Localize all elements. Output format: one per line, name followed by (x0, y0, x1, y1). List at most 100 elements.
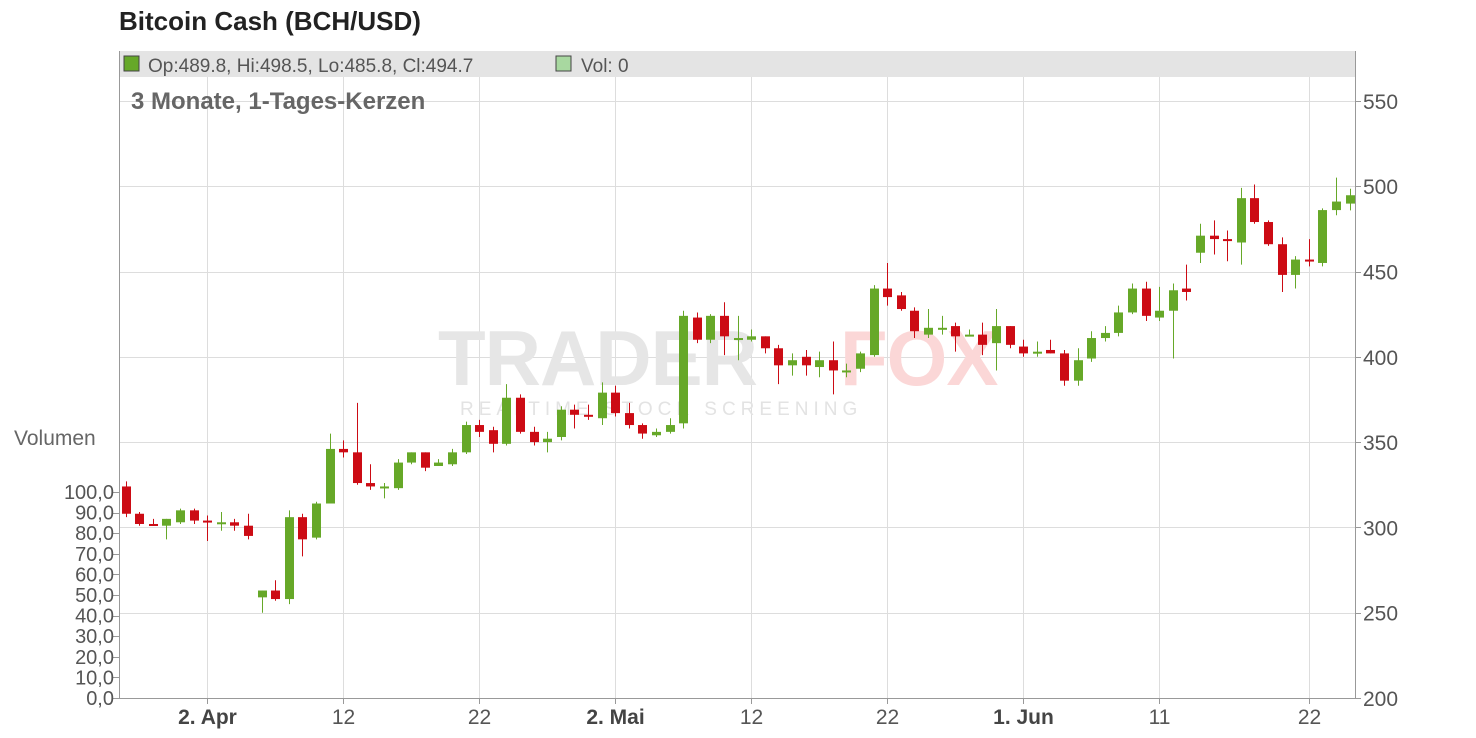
candle-body (217, 522, 226, 525)
candle-body (502, 397, 511, 444)
y-tick-label: 400 (1363, 347, 1398, 370)
candle-body (842, 370, 851, 373)
x-tick-label: 22 (1298, 706, 1321, 729)
vol-tick-label: 60,0 (75, 564, 114, 586)
candle (1033, 341, 1042, 357)
candle (666, 418, 675, 434)
candle (1046, 339, 1055, 354)
vol-tick-label: 10,0 (75, 667, 114, 689)
candle (679, 310, 688, 429)
candle (883, 262, 892, 306)
vol-tick-label: 40,0 (75, 606, 114, 628)
candle (1101, 326, 1110, 342)
candle-body (1128, 288, 1137, 313)
vol-tick-label: 70,0 (75, 544, 114, 566)
candle (135, 512, 144, 526)
candle-body (774, 348, 783, 366)
info-bar (119, 51, 1355, 77)
y-tick-label: 550 (1363, 91, 1398, 114)
candle (176, 508, 185, 524)
vol-tick-label: 80,0 (75, 523, 114, 545)
candle (434, 459, 443, 466)
candle (747, 329, 756, 342)
candle-body (1046, 349, 1055, 354)
candle (353, 402, 362, 485)
candle (462, 421, 471, 455)
x-tick-label: 11 (1149, 706, 1171, 729)
candle-body (1101, 332, 1110, 339)
candle (965, 329, 974, 337)
candle (1006, 326, 1015, 349)
candle (203, 515, 212, 542)
candle (1264, 220, 1273, 246)
vol-tick-label: 50,0 (75, 585, 114, 607)
watermark-brand-main: TRADER (438, 314, 757, 402)
candle-body (992, 326, 1001, 344)
candle-body (1346, 195, 1355, 204)
candle-body (1332, 201, 1341, 211)
candle-body (856, 353, 865, 369)
candle-body (312, 503, 321, 538)
candle-body (910, 310, 919, 332)
candle (1250, 184, 1259, 224)
candle-body (1210, 235, 1219, 240)
right-axis-ticks: 200 250 300 350 400 450 500 550 (1355, 91, 1398, 711)
x-tick-label: 12 (332, 706, 355, 729)
candle-body (516, 397, 525, 432)
candle-body (951, 326, 960, 337)
candle (1169, 283, 1178, 359)
candle-body (530, 431, 539, 443)
candle (1060, 349, 1069, 386)
volume-readout: Vol: 0 (581, 56, 629, 77)
candle-body (1142, 288, 1151, 316)
candle (638, 423, 647, 439)
candle-body (1114, 312, 1123, 333)
candle (1291, 256, 1300, 289)
candle-body (1223, 239, 1232, 242)
candle (652, 428, 661, 437)
candle (815, 351, 824, 378)
candle (598, 382, 607, 426)
y-tick-label: 200 (1363, 688, 1398, 711)
candle (557, 406, 566, 441)
candle-body (1060, 353, 1069, 381)
y-tick-label: 250 (1363, 603, 1398, 626)
candle-body (326, 448, 335, 504)
candle (258, 590, 267, 613)
candle (1332, 177, 1341, 216)
candle-body (924, 327, 933, 335)
candle (1318, 208, 1327, 267)
candle (924, 309, 933, 339)
candle-body (706, 315, 715, 340)
candle-body (230, 522, 239, 526)
left-axis-ticks: 0,010,020,030,040,050,060,070,080,090,01… (64, 482, 119, 710)
candle (298, 513, 307, 557)
candle-body (271, 590, 280, 600)
candle-body (258, 590, 267, 598)
x-tick-label: 22 (468, 706, 491, 729)
candle-body (625, 413, 634, 426)
candle-body (720, 315, 729, 337)
vol-tick-label: 30,0 (75, 626, 114, 648)
candle-body (434, 462, 443, 466)
candle (870, 285, 879, 357)
candle-body (285, 517, 294, 600)
candle-body (1006, 326, 1015, 345)
candle (1346, 188, 1355, 211)
x-axis-ticks: 2. Apr 12 22 2. Mai 12 22 1. Jun 11 22 (178, 698, 1321, 729)
candle-body (1182, 288, 1191, 292)
candle (271, 580, 280, 601)
candle (693, 312, 702, 344)
candle-body (679, 315, 688, 424)
candle (611, 385, 620, 417)
candle (530, 426, 539, 446)
candle (734, 315, 743, 361)
candle (706, 314, 715, 344)
candle (910, 307, 919, 339)
candle (1223, 230, 1232, 262)
candle (421, 452, 430, 472)
candles (122, 177, 1355, 613)
vol-tick-label: 100,0 (64, 482, 114, 504)
candle (1210, 220, 1219, 255)
